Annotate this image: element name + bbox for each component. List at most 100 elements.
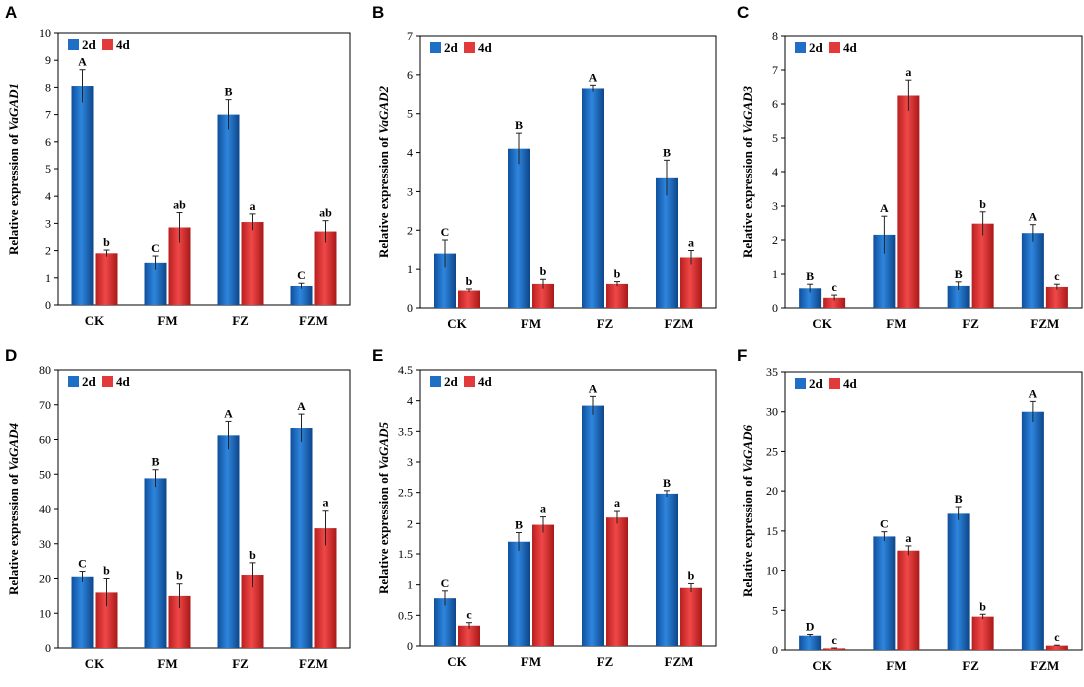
category-label: FM (886, 316, 906, 331)
bar-2d-fzm (1021, 411, 1044, 650)
legend-label-2d: 2d (444, 374, 459, 389)
legend-swatch-4d (102, 39, 113, 50)
bar-4d-ck (95, 592, 118, 648)
y-tick-label: 5 (45, 162, 51, 176)
y-tick-label: 8 (772, 29, 778, 43)
significance-label: C (297, 268, 306, 282)
significance-label: C (880, 517, 889, 531)
bar-4d-fm (532, 283, 554, 308)
bar-2d-fm (508, 148, 530, 308)
bar-4d-fzm (680, 257, 702, 308)
y-tick-label: 0 (45, 641, 51, 655)
legend-label-2d: 2d (444, 40, 459, 55)
significance-label: C (151, 241, 160, 255)
legend-swatch-2d (430, 42, 441, 53)
significance-label: A (1029, 210, 1038, 224)
panel-letter: A (5, 3, 17, 22)
y-tick-label: 1 (772, 267, 778, 281)
category-label: FZ (962, 658, 979, 673)
y-tick-label: 8 (45, 80, 51, 94)
legend-label-2d: 2d (809, 376, 824, 391)
y-tick-label: 9 (45, 53, 51, 67)
y-tick-label: 2.5 (398, 486, 413, 500)
significance-label: a (905, 65, 911, 79)
significance-label: ab (319, 206, 332, 220)
panel-f: F 0 5 10 15 20 25 30 35 Relative expression of Va… (737, 346, 1083, 673)
significance-label: B (955, 492, 963, 506)
bar-2d-fzm (290, 285, 313, 305)
y-tick-label: 0 (407, 639, 413, 653)
category-label: FZ (962, 316, 979, 331)
significance-label: A (589, 381, 598, 395)
significance-label: c (1054, 630, 1060, 644)
legend-swatch-4d (829, 378, 840, 389)
significance-label: A (589, 70, 598, 84)
significance-label: b (249, 548, 256, 562)
y-tick-label: 1 (407, 578, 413, 592)
bar-2d-fz (947, 513, 970, 650)
significance-label: b (540, 264, 547, 278)
bar-2d-ck (799, 635, 822, 650)
y-tick-label: 4 (772, 165, 778, 179)
panel-letter: E (372, 346, 383, 365)
significance-label: b (103, 564, 110, 578)
y-tick-label: 40 (39, 502, 51, 516)
bar-4d-fz (971, 223, 994, 308)
y-tick-label: 4 (407, 146, 413, 160)
y-axis-label: Relative expression of VaGAD6 (740, 425, 755, 598)
bar-2d-ck (71, 86, 94, 305)
significance-label: B (515, 518, 523, 532)
bar-2d-fz (947, 285, 970, 308)
significance-label: B (515, 118, 523, 132)
y-tick-label: 7 (45, 108, 51, 122)
significance-label: B (955, 267, 963, 281)
category-label: CK (812, 316, 832, 331)
y-tick-label: 50 (39, 467, 51, 481)
significance-label: b (103, 235, 110, 249)
y-tick-label: 0.5 (398, 608, 413, 622)
category-label: FZM (1030, 316, 1059, 331)
significance-label: c (466, 608, 472, 622)
category-label: FM (157, 313, 177, 328)
category-label: FZ (597, 316, 614, 331)
y-tick-label: 4.5 (398, 363, 413, 377)
legend-label-2d: 2d (82, 37, 97, 52)
y-tick-label: 10 (39, 26, 51, 40)
significance-label: b (979, 197, 986, 211)
y-tick-label: 0 (407, 301, 413, 315)
bar-4d-fz (606, 517, 628, 646)
significance-label: b (688, 568, 695, 582)
bar-2d-fzm (656, 493, 678, 646)
significance-label: b (176, 569, 183, 583)
category-label: FM (521, 654, 541, 669)
category-label: FZM (299, 656, 328, 671)
bar-2d-fzm (656, 177, 678, 308)
significance-label: c (831, 633, 837, 647)
category-label: FZM (665, 654, 694, 669)
bar-4d-fz (241, 222, 264, 305)
bar-4d-fm (168, 227, 191, 305)
legend-swatch-2d (430, 376, 441, 387)
significance-label: A (1029, 386, 1038, 400)
y-tick-label: 30 (39, 537, 51, 551)
category-label: CK (85, 656, 105, 671)
significance-label: a (323, 496, 329, 510)
bar-2d-fz (582, 88, 604, 308)
bar-4d-fzm (314, 231, 337, 305)
category-label: FZM (1030, 658, 1059, 673)
plot-frame (784, 371, 1083, 651)
y-tick-label: 3 (407, 455, 413, 469)
y-tick-label: 4 (407, 394, 413, 408)
category-label: FZM (665, 316, 694, 331)
significance-label: A (297, 399, 306, 413)
bar-2d-fm (873, 234, 896, 308)
legend-label-4d: 4d (478, 374, 493, 389)
plot-frame (419, 369, 717, 647)
category-label: CK (85, 313, 105, 328)
y-axis-label: Relative expression of VaGAD2 (376, 86, 391, 259)
y-tick-label: 1.5 (398, 547, 413, 561)
bar-4d-ck (823, 648, 846, 650)
significance-label: D (806, 620, 815, 634)
y-tick-label: 0 (772, 301, 778, 315)
